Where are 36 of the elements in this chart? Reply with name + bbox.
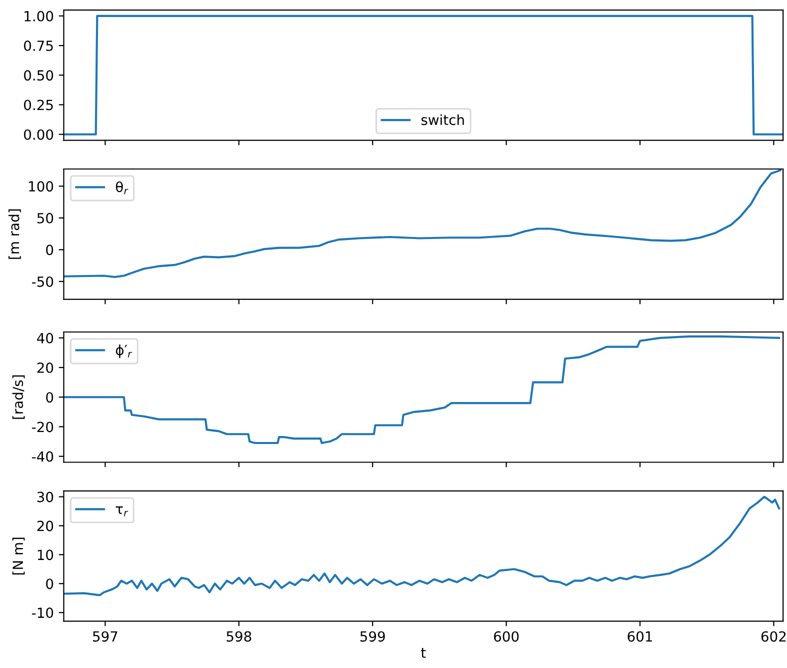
y-tick-label: 20 <box>37 520 54 532</box>
legend-label: τ$_{r}$ <box>116 506 128 516</box>
line-series <box>64 496 780 596</box>
y-tick-label: -10 <box>32 608 54 618</box>
y-tick-label: 10 <box>38 550 54 560</box>
y-tick-label: 100 <box>29 181 54 192</box>
x-tick-label: 600 <box>494 631 519 642</box>
x-tick-label: 597 <box>93 631 118 642</box>
legend-label: θ$_{r}$ <box>116 181 128 194</box>
legend-label: ϕ′$_{r}$ <box>116 344 132 358</box>
y-tick-label: 40 <box>37 332 54 344</box>
y-tick-label: 0.00 <box>24 129 54 140</box>
x-tick-label: 598 <box>226 631 252 642</box>
y-tick-label: 0 <box>46 392 54 403</box>
line-series <box>64 169 782 278</box>
y-tick-label: 50 <box>37 212 54 224</box>
y-axis-title: [rad/s] <box>12 375 25 419</box>
y-tick-label: 1.00 <box>24 10 54 22</box>
y-axis-title: [N m] <box>12 538 25 574</box>
y-tick-label: 20 <box>37 362 54 373</box>
x-tick-label: 599 <box>360 631 385 642</box>
y-tick-label: -50 <box>32 276 54 287</box>
legend-label: switch <box>421 114 464 126</box>
y-axis-title: [m rad] <box>8 209 21 259</box>
x-tick-label: 602 <box>761 631 786 642</box>
y-tick-label: 0 <box>46 578 54 590</box>
x-axis-title: t <box>421 648 426 658</box>
y-tick-label: 0.25 <box>24 100 53 110</box>
y-tick-label: 30 <box>37 492 54 502</box>
line-series <box>64 335 780 444</box>
y-tick-label: -40 <box>32 451 54 462</box>
y-tick-label: 0.50 <box>24 70 54 81</box>
y-tick-label: -20 <box>32 422 54 432</box>
y-tick-label: 0 <box>46 244 54 256</box>
y-tick-label: 0.75 <box>24 40 53 52</box>
x-tick-label: 601 <box>628 631 652 642</box>
